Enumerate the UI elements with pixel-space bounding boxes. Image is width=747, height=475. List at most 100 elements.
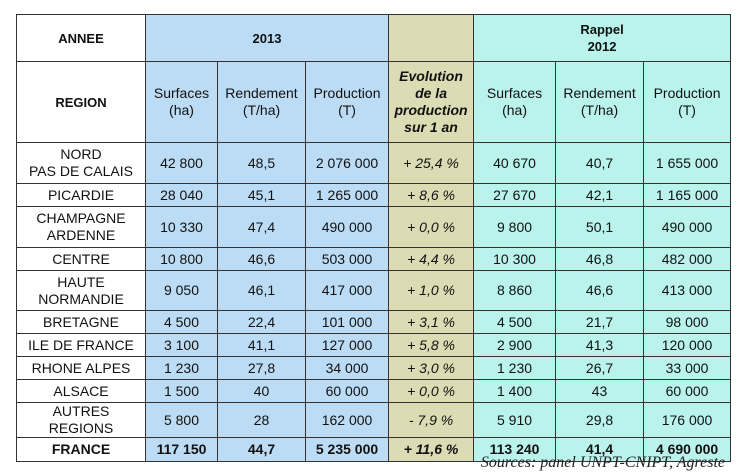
- value-cell: 117 150: [145, 437, 218, 462]
- value-cell: 1 400: [473, 379, 557, 403]
- value-cell: 27,8: [217, 356, 306, 380]
- value-cell: 41,4: [555, 437, 645, 462]
- table-row: NORD PAS DE CALAIS 42 800 48,5 2 076 000 + 2…: [16, 142, 732, 184]
- value-cell: 28: [217, 402, 306, 438]
- table-row: ALSACE 1 500 40 60 000 + 0,0 % 1 400 43 60 000: [16, 379, 732, 403]
- value-cell: 27 670: [473, 183, 557, 207]
- value-cell: 5 800: [145, 402, 218, 438]
- region-cell: ALSACE: [16, 379, 146, 403]
- table-row: CENTRE 10 800 46,6 503 000 + 4,4 % 10 300 46,8…: [16, 247, 732, 271]
- value-cell: 8 860: [473, 270, 557, 311]
- source-caption: Sources: panel UNPT-CNIPT, Agreste: [480, 454, 725, 471]
- col-surfaces-2013: Surfaces (ha): [145, 61, 218, 143]
- value-cell: 26,7: [555, 356, 645, 380]
- table-row: BRETAGNE 4 500 22,4 101 000 + 3,1 % 4 500 21,7…: [16, 310, 732, 334]
- value-cell: 4 500: [145, 310, 218, 334]
- value-cell: 1 500: [145, 379, 218, 403]
- value-cell: 28 040: [145, 183, 218, 207]
- value-cell: 43: [555, 379, 645, 403]
- col-production-2013: Production (T): [304, 61, 390, 143]
- value-cell: 1 165 000: [643, 183, 732, 207]
- value-cell: 101 000: [304, 310, 390, 334]
- value-cell: 42 800: [145, 142, 218, 184]
- value-cell: 98 000: [643, 310, 732, 334]
- value-cell: 2 900: [473, 333, 557, 357]
- value-cell: 4 500: [473, 310, 557, 334]
- value-cell: 417 000: [304, 270, 390, 311]
- value-cell: + 8,6 %: [388, 183, 475, 207]
- region-cell: CENTRE: [16, 247, 146, 271]
- table-row: PICARDIE 28 040 45,1 1 265 000 + 8,6 % 27 670…: [16, 183, 732, 207]
- value-cell: 503 000: [304, 247, 390, 271]
- value-cell: 413 000: [643, 270, 732, 311]
- value-cell: 1 265 000: [304, 183, 390, 207]
- table-row: RHONE ALPES 1 230 27,8 34 000 + 3,0 % 1 230 26…: [16, 356, 732, 380]
- table-row: HAUTE NORMANDIE 9 050 46,1 417 000 + 1,0 % 8 …: [16, 270, 732, 311]
- value-cell: 490 000: [304, 206, 390, 248]
- region-cell: CHAMPAGNE ARDENNE: [16, 206, 146, 248]
- region-cell: AUTRES REGIONS: [16, 402, 146, 438]
- value-cell: + 5,8 %: [388, 333, 475, 357]
- table-row: AUTRES REGIONS 5 800 28 162 000- 7,9 % 5 910…: [16, 402, 732, 438]
- value-cell: 1 230: [473, 356, 557, 380]
- value-cell: 46,6: [555, 270, 645, 311]
- region-cell: BRETAGNE: [16, 310, 146, 334]
- value-cell: 41,3: [555, 333, 645, 357]
- value-cell: + 0,0 %: [388, 379, 475, 403]
- value-cell: 33 000: [643, 356, 732, 380]
- value-cell: 22,4: [217, 310, 306, 334]
- value-cell: 120 000: [643, 333, 732, 357]
- value-cell: 60 000: [643, 379, 732, 403]
- value-cell: 3 100: [145, 333, 218, 357]
- value-cell: 44,7: [217, 437, 306, 462]
- region-cell: FRANCE: [16, 437, 146, 462]
- value-cell: 46,8: [555, 247, 645, 271]
- value-cell: 60 000: [304, 379, 390, 403]
- value-cell: 40: [217, 379, 306, 403]
- value-cell: 40 670: [473, 142, 557, 184]
- value-cell: + 25,4 %: [388, 142, 475, 184]
- value-cell: 482 000: [643, 247, 732, 271]
- region-cell: PICARDIE: [16, 183, 146, 207]
- value-cell: 9 050: [145, 270, 218, 311]
- value-cell: 4 690 000: [643, 437, 732, 462]
- col-rendement-2012: Rendement (T/ha): [555, 61, 645, 143]
- value-cell: 9 800: [473, 206, 557, 248]
- value-cell: 2 076 000: [304, 142, 390, 184]
- value-cell: + 0,0 %: [388, 206, 475, 248]
- annee-header: ANNEE: [16, 14, 146, 62]
- table-row: FRANCE 117 150 44,7 5 235 000 + 11,6 % 113 24…: [16, 437, 732, 462]
- col-rendement-2013: Rendement (T/ha): [217, 61, 306, 143]
- col-surfaces-2012: Surfaces (ha): [473, 61, 557, 143]
- value-cell: 46,6: [217, 247, 306, 271]
- col-evolution: Evolution de la production sur 1 an: [388, 61, 475, 143]
- rappel-2012-header: Rappel 2012: [473, 14, 732, 62]
- value-cell: 1 230: [145, 356, 218, 380]
- region-cell: NORD PAS DE CALAIS: [16, 142, 146, 184]
- col-production-2012: Production (T): [643, 61, 732, 143]
- value-cell: 5 235 000: [304, 437, 390, 462]
- value-cell: + 4,4 %: [388, 247, 475, 271]
- value-cell: 46,1: [217, 270, 306, 311]
- value-cell: 5 910: [473, 402, 557, 438]
- value-cell: + 3,0 %: [388, 356, 475, 380]
- value-cell: 10 330: [145, 206, 218, 248]
- value-cell: 10 800: [145, 247, 218, 271]
- table-row: ILE DE FRANCE 3 100 41,1 127 000 + 5,8 % 2 90…: [16, 333, 732, 357]
- value-cell: 50,1: [555, 206, 645, 248]
- value-cell: + 1,0 %: [388, 270, 475, 311]
- potato-production-table: ANNEE 2013 Rappel 2012 REGION Surfaces (…: [16, 14, 732, 462]
- value-cell: + 3,1 %: [388, 310, 475, 334]
- value-cell: 127 000: [304, 333, 390, 357]
- value-cell: 41,1: [217, 333, 306, 357]
- value-cell: 45,1: [217, 183, 306, 207]
- value-cell: 34 000: [304, 356, 390, 380]
- region-cell: RHONE ALPES: [16, 356, 146, 380]
- value-cell: 10 300: [473, 247, 557, 271]
- value-cell: 42,1: [555, 183, 645, 207]
- evolution-header-blank: [388, 14, 475, 62]
- region-cell: HAUTE NORMANDIE: [16, 270, 146, 311]
- value-cell: + 11,6 %: [388, 437, 475, 462]
- value-cell: 29,8: [555, 402, 645, 438]
- region-header: REGION: [16, 61, 146, 143]
